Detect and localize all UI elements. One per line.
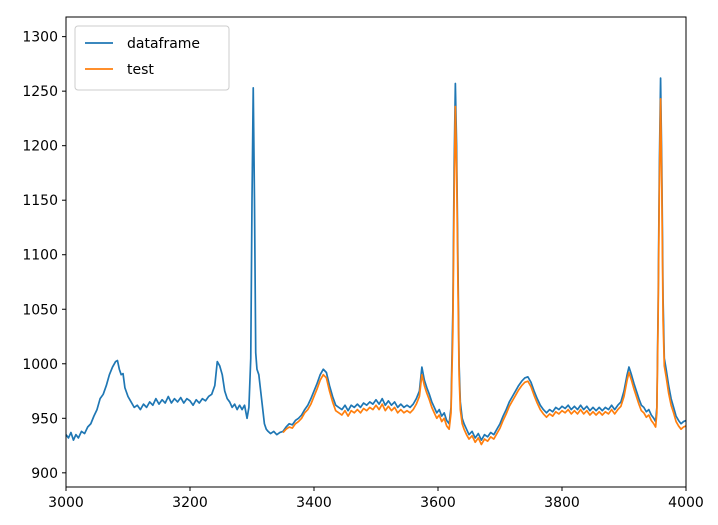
- x-tick-label: 3200: [172, 495, 208, 511]
- y-tick-label: 1100: [22, 248, 58, 264]
- x-tick-label: 3400: [296, 495, 332, 511]
- y-tick-label: 1150: [22, 193, 58, 209]
- y-tick-label: 1200: [22, 139, 58, 155]
- x-tick-label: 4000: [668, 495, 704, 511]
- y-axis: 900 950 1000 1050 1100 1150 1200 1250 1300: [22, 30, 66, 482]
- y-tick-label: 1050: [22, 302, 58, 318]
- x-tick-label: 3800: [544, 495, 580, 511]
- x-tick-label: 3000: [48, 495, 84, 511]
- series-line-test: [282, 97, 687, 446]
- legend-label-dataframe: dataframe: [127, 36, 200, 52]
- y-tick-label: 900: [31, 466, 58, 482]
- y-tick-label: 1300: [22, 30, 58, 46]
- x-tick-label: 3600: [420, 495, 456, 511]
- series-line-dataframe: [65, 77, 687, 441]
- series-layer: [65, 77, 687, 446]
- y-tick-label: 950: [31, 411, 58, 427]
- legend: dataframe test: [74, 25, 230, 91]
- plot-frame: [65, 16, 687, 488]
- y-tick-label: 1000: [22, 357, 58, 373]
- x-axis: 3000 3200 3400 3600 3800 4000: [48, 487, 704, 511]
- legend-box: [74, 25, 230, 91]
- legend-label-test: test: [127, 62, 154, 78]
- y-tick-label: 1250: [22, 84, 58, 100]
